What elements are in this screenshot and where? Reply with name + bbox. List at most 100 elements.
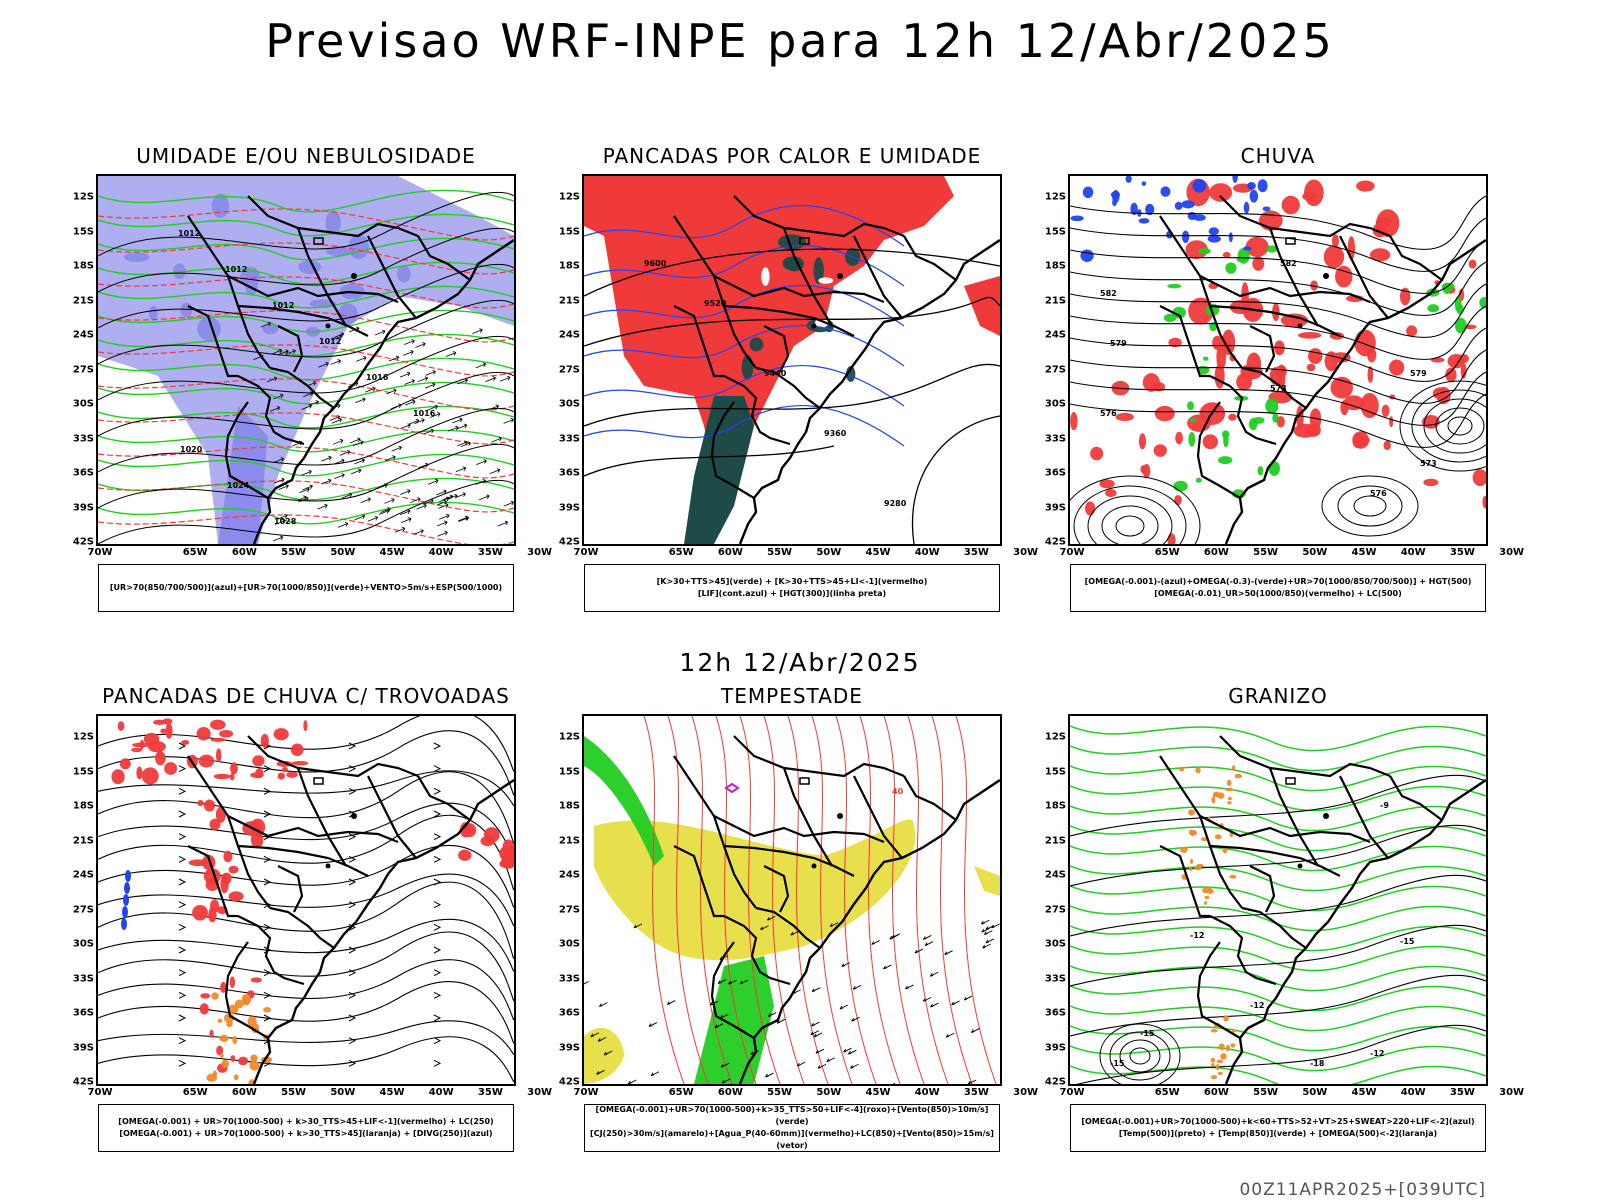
contour-label: -15 [1400, 937, 1415, 946]
storm-cell [111, 769, 125, 785]
lat-tick-label: 36S [1044, 1007, 1066, 1019]
state-border [367, 775, 417, 859]
storm-cell [165, 723, 173, 739]
contour-label: -18 [1310, 1059, 1325, 1068]
flow-arrow [178, 765, 187, 773]
legend-line: [OMEGA(-0.001)+UR>70(1000-500)+k>35_TTS>… [595, 1105, 989, 1126]
wind-vector [400, 423, 411, 430]
rain-cell [1308, 348, 1323, 364]
map-umidade[interactable]: 1012 1012 1012 1012 1016 1016 1020 1024 1028 [96, 174, 516, 546]
wind-vector [367, 515, 379, 522]
wind-vector [889, 934, 898, 940]
cold-core-contour [1099, 1023, 1181, 1084]
storm-cell [210, 737, 226, 742]
wind-vector [334, 458, 345, 465]
lat-tick-label: 39S [558, 502, 580, 513]
lat-tick-label: 24S [72, 329, 94, 341]
wind-vector [717, 979, 727, 985]
wind-vector [852, 984, 862, 990]
state-border [1241, 366, 1307, 409]
map-pancadas-calor[interactable]: 9600 9520 9440 9360 9280 [582, 174, 1002, 546]
longitude-axis: 70W 65W 60W 55W 50W 45W 40W 35W 30W [574, 546, 1039, 560]
low-level-humidity-contour [98, 189, 514, 213]
wind-vector [871, 940, 880, 945]
rain-cell-green [1189, 418, 1196, 423]
thickness-contour [98, 378, 514, 411]
geopotential-height-contour [1070, 371, 1486, 426]
instability-teal-cell [749, 337, 764, 352]
rain-cell-blue [1138, 218, 1150, 224]
valid-time-label: 12h 12/Abr/2025 [679, 648, 921, 677]
map-trovoadas[interactable] [96, 714, 516, 1086]
rain-cell-blue [1232, 176, 1238, 183]
omega-cell [1195, 767, 1201, 774]
wind-vector [417, 376, 429, 383]
flow-arrow [348, 787, 357, 795]
coastline [1224, 779, 1486, 1084]
wind-vector [378, 509, 390, 515]
rain-cell-blue [1160, 186, 1171, 197]
wind-vector [437, 520, 448, 527]
lake-marker [837, 273, 843, 279]
cold-core-contour [1129, 1047, 1151, 1065]
storm-cell [117, 721, 125, 731]
map-canvas: -9 -12 -15 -12 -15 -15 -18 -12 [1070, 725, 1486, 1084]
wind-vector [488, 404, 499, 411]
legend-line: [LIF](cont.azul) + [HGT(300)](linha pret… [697, 589, 887, 598]
rain-cell-blue [1247, 181, 1256, 190]
flow-arrow [348, 991, 357, 999]
legend-line: [CJ(250)>30m/s](amarelo)+[Agua_P(40-60mm… [590, 1129, 994, 1150]
wind-vector [356, 356, 367, 362]
rain-cell [1331, 234, 1339, 249]
coastline [252, 239, 514, 544]
map-tempestade[interactable]: 40 [582, 714, 1002, 1086]
run-info: 00Z11APR2025+[039UTC] [1239, 1180, 1486, 1200]
wind-vector [826, 1057, 836, 1063]
panel-title: GRANIZO [1228, 684, 1328, 708]
lat-tick-label: 42S [72, 536, 94, 548]
temperature-850-contour [1070, 905, 1486, 932]
rain-cell [1221, 329, 1236, 356]
coastline [252, 779, 514, 1084]
storm-cell [147, 740, 166, 753]
flow-arrow [178, 878, 187, 886]
rain-cell [1298, 331, 1322, 339]
contour-label: -15 [1140, 1029, 1155, 1038]
storm-cell [197, 800, 204, 807]
state-border [277, 865, 304, 913]
flow-arrow [178, 923, 187, 931]
lon-tick-label: 45W [1351, 1087, 1377, 1098]
wind-vector [365, 386, 376, 393]
storm-cell [229, 773, 235, 781]
lake-marker [325, 323, 331, 329]
wind-vector [739, 979, 749, 985]
wind-vector [413, 529, 424, 535]
wind-vector [813, 1032, 823, 1038]
wind-vector [436, 489, 447, 496]
lat-tick-label: 36S [558, 467, 580, 479]
lon-tick-label: 50W [1302, 1087, 1328, 1098]
map-chuva[interactable]: 582 579 576 573 582 579 576 573 [1068, 174, 1488, 546]
contour-label: 1016 [366, 373, 389, 382]
convection-cell [227, 1004, 239, 1014]
flow-arrow [433, 969, 442, 977]
storm-cell [276, 760, 293, 767]
lat-tick-label: 27S [1044, 904, 1066, 915]
lon-tick-label: 35W [477, 547, 503, 558]
state-border [903, 235, 957, 281]
wind-vector [841, 962, 850, 968]
wind-vector [385, 455, 396, 462]
humidity-cell [396, 265, 411, 283]
wind-vector [839, 1004, 849, 1010]
lifted-index-contour [584, 244, 905, 287]
state-border [1389, 775, 1443, 821]
omega-cell [1234, 773, 1243, 779]
lat-tick-label: 15S [72, 766, 94, 777]
rain-cell [1304, 179, 1324, 207]
latitude-axis: 12S 15S 18S 21S 24S 27S 30S 33S 36S 39S 42S [60, 714, 94, 1088]
streamline [98, 1036, 514, 1083]
instability-teal-cell [845, 366, 856, 382]
rain-cell [1468, 259, 1477, 269]
map-granizo[interactable]: -9 -12 -15 -12 -15 -15 -18 -12 [1068, 714, 1488, 1086]
contour-label: 1016 [413, 409, 436, 418]
